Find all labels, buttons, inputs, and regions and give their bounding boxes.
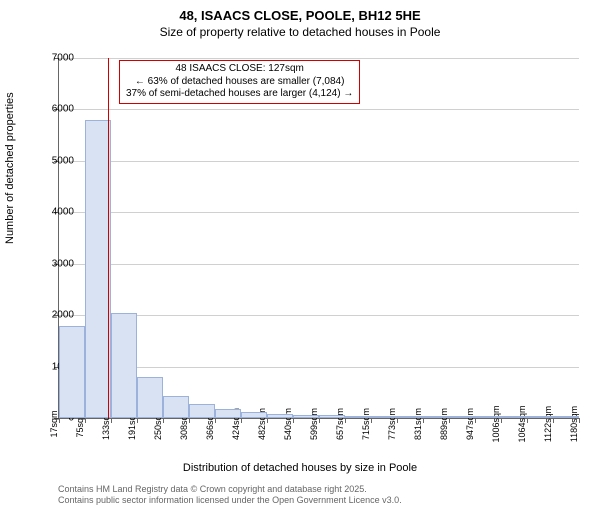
- histogram-bar: [397, 416, 423, 418]
- histogram-bar: [215, 409, 241, 418]
- grid-line: [59, 367, 579, 368]
- y-axis-label: Number of detached properties: [4, 92, 16, 244]
- footer-line2: Contains public sector information licen…: [58, 495, 402, 506]
- x-tick-mark: [449, 418, 450, 423]
- grid-line: [59, 161, 579, 162]
- grid-line: [59, 212, 579, 213]
- histogram-bar: [319, 415, 345, 418]
- grid-line: [59, 109, 579, 110]
- y-tick-label: 4000: [34, 207, 74, 218]
- x-tick-mark: [215, 418, 216, 423]
- y-tick-label: 7000: [34, 53, 74, 64]
- x-tick-label: 657sqm: [335, 408, 345, 440]
- x-tick-mark: [423, 418, 424, 423]
- x-tick-mark: [553, 418, 554, 423]
- grid-line: [59, 264, 579, 265]
- histogram-bar: [111, 313, 137, 418]
- x-tick-mark: [189, 418, 190, 423]
- x-tick-mark: [319, 418, 320, 423]
- x-tick-mark: [475, 418, 476, 423]
- x-tick-mark: [267, 418, 268, 423]
- annotation-box: 48 ISAACS CLOSE: 127sqm ← 63% of detache…: [119, 60, 360, 104]
- y-tick-label: 6000: [34, 104, 74, 115]
- x-tick-label: 831sqm: [413, 408, 423, 440]
- x-tick-label: 773sqm: [387, 408, 397, 440]
- x-tick-mark: [241, 418, 242, 423]
- x-tick-label: 599sqm: [309, 408, 319, 440]
- x-tick-mark: [163, 418, 164, 423]
- histogram-bar: [189, 404, 215, 418]
- footer-line1: Contains HM Land Registry data © Crown c…: [58, 484, 402, 495]
- histogram-bar: [501, 416, 527, 418]
- annotation-line3: 37% of semi-detached houses are larger (…: [126, 88, 353, 101]
- histogram-bar: [137, 377, 163, 418]
- x-axis-label: Distribution of detached houses by size …: [0, 462, 600, 474]
- x-tick-label: 1122sqm: [543, 406, 553, 442]
- x-tick-mark: [293, 418, 294, 423]
- histogram-bar: [553, 416, 579, 418]
- y-tick-label: 3000: [34, 258, 74, 269]
- histogram-bar: [293, 415, 319, 418]
- x-tick-mark: [345, 418, 346, 423]
- y-tick-label: 5000: [34, 155, 74, 166]
- x-tick-label: 889sqm: [439, 408, 449, 440]
- footer-attribution: Contains HM Land Registry data © Crown c…: [58, 484, 402, 506]
- x-tick-mark: [111, 418, 112, 423]
- x-tick-mark: [371, 418, 372, 423]
- x-tick-label: 540sqm: [283, 408, 293, 440]
- chart-title: 48, ISAACS CLOSE, POOLE, BH12 5HE: [0, 8, 600, 23]
- histogram-bar: [163, 396, 189, 418]
- x-tick-mark: [527, 418, 528, 423]
- histogram-bar: [449, 416, 475, 418]
- annotation-line2: ← 63% of detached houses are smaller (7,…: [126, 76, 353, 89]
- histogram-bar: [267, 414, 293, 418]
- x-tick-mark: [397, 418, 398, 423]
- chart-subtitle: Size of property relative to detached ho…: [0, 25, 600, 39]
- histogram-bar: [371, 416, 397, 418]
- histogram-bar: [527, 416, 553, 418]
- y-tick-label: 2000: [34, 310, 74, 321]
- grid-line: [59, 58, 579, 59]
- x-tick-label: 947sqm: [465, 408, 475, 440]
- histogram-bar: [423, 416, 449, 418]
- x-tick-label: 1064sqm: [517, 405, 527, 442]
- histogram-bar: [241, 412, 267, 418]
- grid-line: [59, 315, 579, 316]
- histogram-bar: [85, 120, 111, 418]
- x-tick-mark: [85, 418, 86, 423]
- histogram-bar: [59, 326, 85, 418]
- x-tick-label: 1180sqm: [569, 406, 579, 442]
- x-tick-label: 1006sqm: [491, 405, 501, 442]
- x-tick-mark: [579, 418, 580, 423]
- histogram-bar: [345, 416, 371, 418]
- reference-line: [108, 58, 109, 418]
- chart-plot-area: 48 ISAACS CLOSE: 127sqm ← 63% of detache…: [58, 58, 579, 419]
- x-tick-mark: [137, 418, 138, 423]
- annotation-line1: 48 ISAACS CLOSE: 127sqm: [126, 63, 353, 76]
- x-tick-mark: [501, 418, 502, 423]
- x-tick-label: 715sqm: [361, 408, 371, 440]
- histogram-bar: [475, 416, 501, 418]
